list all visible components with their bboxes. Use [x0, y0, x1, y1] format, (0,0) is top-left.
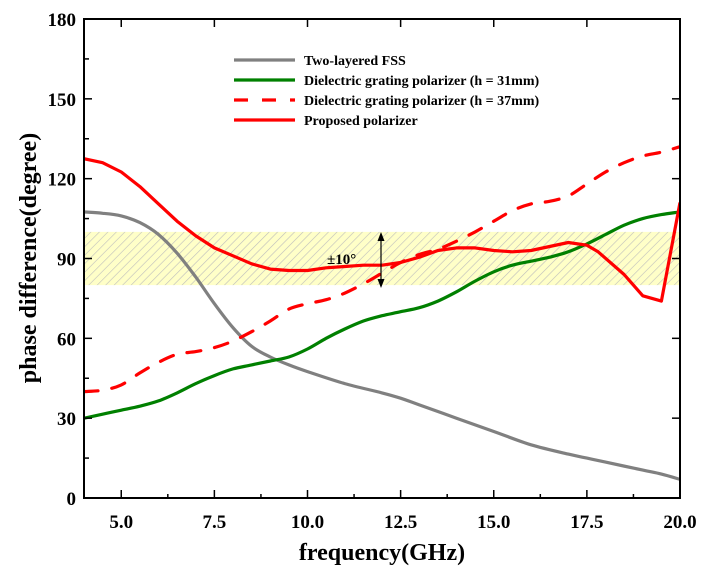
x-tick-label: 7.5 — [203, 512, 227, 533]
legend-item-two-layered-fss: Two-layered FSS — [234, 54, 406, 69]
legend-label: Dielectric grating polarizer (h = 31mm) — [304, 74, 539, 89]
arrow-up-icon — [377, 232, 385, 241]
y-tick-label: 120 — [48, 170, 77, 191]
x-tick-label: 12.5 — [384, 512, 417, 533]
legend-item-proposed-polarizer: Proposed polarizer — [234, 114, 418, 129]
x-tick-label: 20.0 — [663, 512, 696, 533]
x-tick-label: 5.0 — [109, 512, 133, 533]
y-tick-label: 60 — [57, 329, 76, 350]
tick-labels: 5.0 7.5 10.0 12.5 15.0 17.5 20.0 0 30 60 90 120 150 1… — [48, 10, 697, 533]
legend-label: Proposed polarizer — [304, 114, 418, 129]
series-line-two-layered-fss — [84, 210, 680, 481]
axis-ticks — [84, 18, 681, 499]
series-line-dielectric-grating-polarizer-h-37mm — [84, 145, 680, 394]
series-proposed-polarizer — [84, 157, 680, 303]
series-dielectric-grating-polarizer-h-37mm — [84, 145, 680, 394]
legend-label: Two-layered FSS — [304, 54, 406, 69]
series-line-dielectric-grating-polarizer-h-31mm — [84, 210, 680, 420]
series-line-proposed-polarizer — [84, 157, 680, 303]
legend-item-dielectric-grating-polarizer-h-31mm: Dielectric grating polarizer (h = 31mm) — [234, 74, 539, 89]
series-layer — [84, 145, 680, 481]
x-axis-title: frequency(GHz) — [299, 540, 465, 566]
legend: Two-layered FSS Dielectric grating polari… — [234, 54, 539, 129]
band-label: ±10° — [327, 252, 356, 268]
series-two-layered-fss — [84, 210, 680, 481]
arrow-down-icon — [377, 279, 385, 288]
y-axis-title: phase difference(degree) — [16, 133, 42, 383]
x-tick-label: 17.5 — [570, 512, 603, 533]
series-dielectric-grating-polarizer-h-31mm — [84, 210, 680, 420]
y-tick-label: 150 — [48, 90, 77, 111]
x-tick-label: 15.0 — [477, 512, 510, 533]
y-tick-label: 0 — [67, 489, 77, 510]
legend-label: Dielectric grating polarizer (h = 37mm) — [304, 94, 539, 109]
x-tick-label: 10.0 — [291, 512, 324, 533]
y-tick-label: 30 — [57, 409, 76, 430]
y-tick-label: 90 — [57, 250, 76, 271]
band-annotation: ±10° — [327, 232, 385, 288]
y-tick-label: 180 — [48, 10, 77, 31]
legend-item-dielectric-grating-polarizer-h-37mm: Dielectric grating polarizer (h = 37mm) — [234, 94, 539, 109]
